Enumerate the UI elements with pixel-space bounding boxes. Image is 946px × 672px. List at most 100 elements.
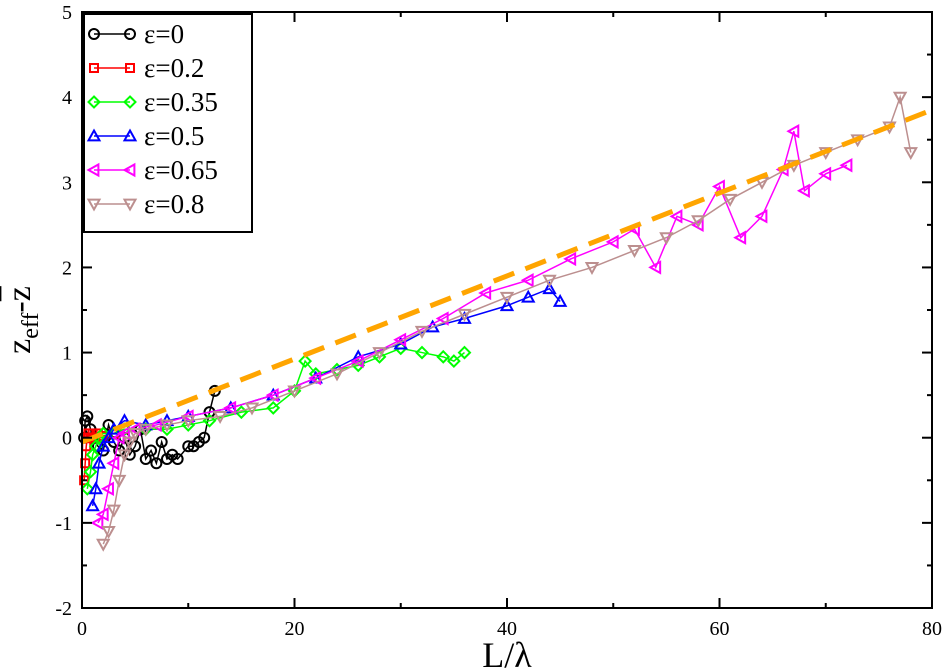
data-point — [181, 415, 196, 429]
legend-marker — [86, 162, 100, 178]
data-point — [182, 440, 195, 453]
legend-marker — [122, 128, 138, 142]
legend-label: ε=0.8 — [144, 189, 204, 219]
data-point — [287, 385, 302, 399]
x-tick-label: 20 — [285, 618, 305, 640]
data-point — [116, 426, 130, 441]
series-3 — [85, 281, 568, 512]
data-point — [155, 435, 168, 448]
series-6 — [81, 107, 933, 445]
data-point — [212, 411, 228, 424]
legend-label: ε=0.5 — [144, 121, 204, 151]
data-point — [542, 274, 557, 288]
legend-marker — [89, 63, 99, 73]
data-point — [95, 507, 109, 522]
y-tick-label: -1 — [55, 513, 72, 535]
data-point — [159, 419, 175, 433]
data-point — [106, 456, 120, 471]
data-point — [435, 311, 449, 326]
y-axis-title-zbar: z — [1, 286, 38, 301]
legend-marker — [88, 28, 100, 40]
y-tick-label: 0 — [62, 428, 72, 450]
data-point — [111, 474, 127, 488]
data-point — [83, 464, 98, 479]
data-point — [372, 347, 387, 361]
y-tick-label: 3 — [62, 172, 72, 194]
legend-label: ε=0 — [144, 19, 184, 49]
data-point — [90, 515, 104, 531]
legend-marker — [87, 95, 101, 109]
legend-marker — [86, 128, 102, 142]
legend-entry: ε=0.5 — [86, 121, 204, 151]
data-point — [171, 453, 184, 465]
series-line — [86, 347, 465, 489]
data-point — [436, 349, 451, 364]
data-point — [563, 251, 577, 267]
x-tick-label: 0 — [77, 618, 87, 640]
x-tick-label: 80 — [922, 618, 942, 640]
data-point — [520, 273, 534, 288]
legend-entry: ε=0.65 — [86, 155, 218, 185]
y-tick-label: 2 — [62, 257, 72, 279]
data-point — [499, 298, 515, 312]
data-point — [711, 179, 725, 194]
data-point — [722, 193, 738, 207]
data-point — [139, 453, 152, 465]
y-tick-label: 1 — [62, 343, 72, 365]
data-point — [478, 285, 492, 301]
legend-marker — [125, 63, 135, 73]
data-point — [584, 262, 600, 275]
legend: ε=0 ε=0.2 ε=0.35 ε=0.5 ε=0.65 ε=0.8 — [83, 13, 253, 233]
data-point — [552, 293, 568, 307]
data-point — [122, 436, 138, 450]
data-point — [903, 147, 918, 161]
data-point — [265, 387, 279, 403]
data-point — [106, 504, 122, 518]
legend-label: ε=0.35 — [144, 87, 218, 117]
data-point — [223, 400, 237, 416]
x-tick-label: 40 — [497, 618, 517, 640]
data-point — [415, 345, 429, 360]
y-axis-title-minus: - — [1, 301, 38, 312]
legend-label: ε=0.2 — [144, 53, 204, 83]
y-axis-title-z: z — [1, 339, 38, 354]
data-point — [892, 91, 908, 105]
legend-entry: ε=0.35 — [87, 87, 218, 117]
series-line — [91, 287, 561, 506]
data-point — [414, 325, 430, 339]
data-point — [457, 310, 472, 324]
data-point — [96, 438, 111, 452]
data-point — [101, 430, 116, 444]
data-point — [96, 538, 111, 552]
data-point — [691, 215, 706, 229]
data-point — [605, 234, 619, 250]
data-point — [101, 481, 114, 496]
y-tick-label: -2 — [55, 598, 72, 620]
y-axis-title-subscript: eff — [18, 313, 44, 339]
data-point — [542, 281, 557, 295]
data-point — [499, 291, 515, 305]
data-layer — [78, 91, 933, 552]
data-point — [85, 447, 100, 462]
data-point — [839, 158, 853, 173]
data-point — [88, 439, 103, 454]
legend-marker — [124, 28, 136, 40]
data-point — [150, 457, 163, 470]
x-axis-title: L/λ — [482, 635, 532, 672]
legend-marker — [122, 162, 136, 178]
data-point — [85, 498, 100, 512]
data-point — [796, 183, 810, 198]
series-4 — [90, 124, 853, 531]
data-point — [101, 525, 116, 539]
data-point — [308, 370, 322, 386]
data-point — [733, 230, 747, 245]
legend-box — [83, 13, 253, 233]
y-tick-label: 5 — [62, 2, 72, 24]
data-point — [669, 209, 683, 224]
legend-marker — [122, 198, 138, 212]
y-tick-label: 4 — [62, 87, 72, 109]
y-axis-title: zeff-z — [1, 286, 44, 354]
data-point — [521, 289, 536, 303]
data-point — [266, 401, 281, 415]
data-point — [198, 431, 211, 444]
